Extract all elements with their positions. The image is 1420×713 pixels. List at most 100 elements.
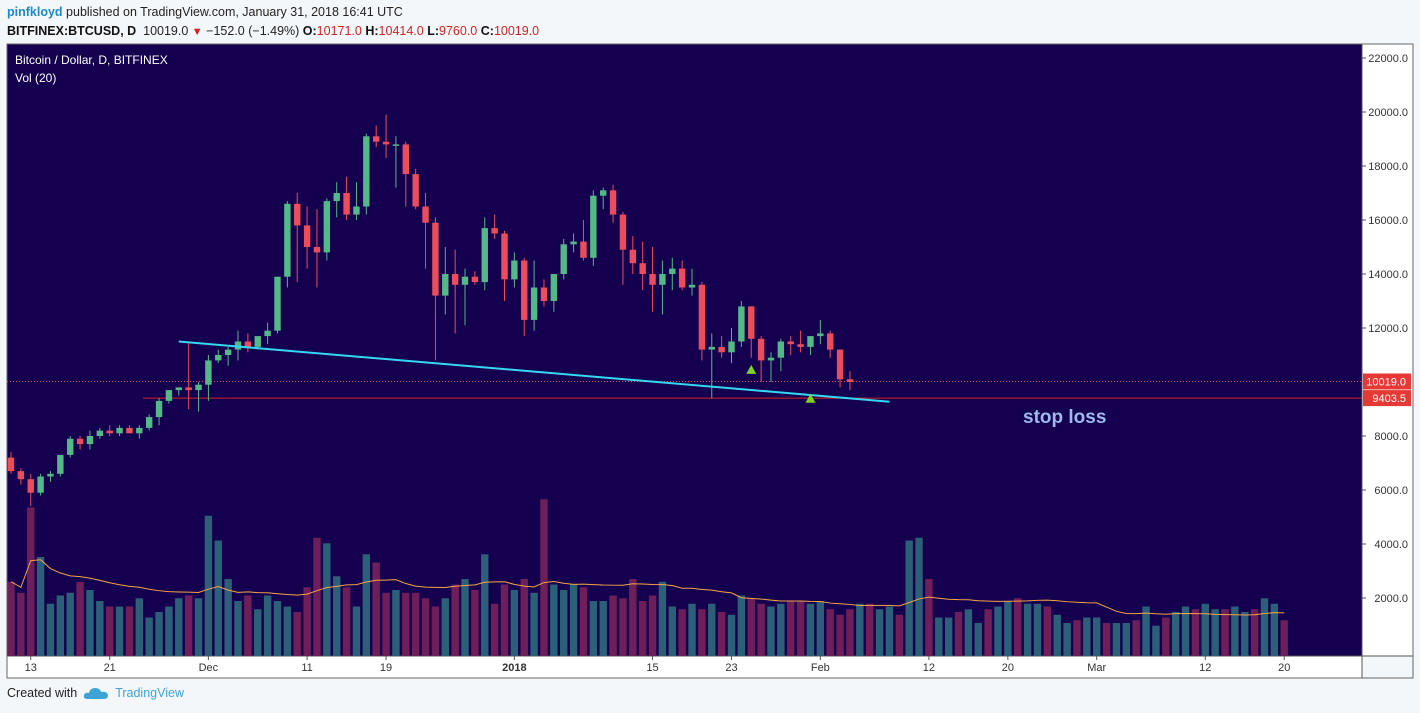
x-tick-label: 12 [923, 662, 935, 674]
volume-bar [96, 601, 104, 656]
volume-bar [1093, 617, 1101, 656]
plot-background [7, 44, 1362, 656]
volume-bar [1152, 625, 1160, 656]
last-price-tag: 10019.0 [1366, 376, 1406, 388]
low-value: 9760.0 [439, 24, 478, 38]
candle-body [116, 427, 123, 434]
candle-body [126, 427, 133, 434]
candle-body [481, 228, 488, 283]
high-value: 10414.0 [378, 24, 424, 38]
candle [402, 141, 409, 207]
volume-bar [313, 537, 321, 656]
y-tick-label: 22000.0 [1368, 53, 1408, 65]
candle [392, 136, 400, 188]
volume-bar [283, 606, 292, 656]
candle [67, 436, 74, 458]
candle-body [86, 436, 94, 445]
candle-body [619, 214, 627, 250]
candle [145, 414, 153, 431]
volume-bar [36, 557, 45, 656]
volume-bar [816, 601, 825, 656]
candle [363, 133, 370, 215]
volume-bar [66, 592, 74, 656]
candle [195, 382, 202, 412]
triangle-marker [805, 393, 816, 403]
last-price-tag-bg [1363, 373, 1411, 390]
candle-body [678, 268, 686, 288]
candle [817, 319, 824, 345]
volume-bar [935, 617, 943, 656]
price-axis-background [1362, 44, 1413, 656]
candle-body [333, 193, 340, 202]
candle [7, 452, 15, 474]
volume-bar [1073, 620, 1081, 656]
candle [590, 190, 597, 266]
volume-bar [194, 598, 203, 656]
volume-bar [540, 499, 548, 656]
volume-bar [609, 595, 617, 656]
x-tick-label: 2018 [502, 662, 526, 674]
candle [678, 260, 686, 291]
volume-bar [1162, 617, 1170, 656]
candle-body [609, 190, 617, 215]
candle-body [817, 333, 824, 337]
candle [274, 276, 281, 334]
candle [688, 268, 696, 296]
last-price: 10019.0 [143, 24, 189, 38]
candle [511, 252, 518, 288]
candle-body [294, 203, 301, 226]
volume-bar [382, 592, 390, 656]
open-label: O: [302, 24, 317, 38]
volume-bar [392, 590, 400, 656]
candle [57, 454, 64, 477]
volume-bar [757, 603, 765, 656]
candle-body [27, 479, 34, 493]
volume-bar [1033, 603, 1042, 656]
candle [215, 349, 222, 364]
ohlc-line: BITFINEX:BTCUSD, D 10019.0 ▼ −152.0 (−1.… [7, 22, 539, 42]
y-tick-label: 8000.0 [1374, 431, 1408, 443]
volume-bar [885, 606, 894, 656]
candle-body [145, 417, 153, 428]
volume-bar [1063, 623, 1071, 656]
candle-body [422, 206, 429, 223]
volume-bar [944, 617, 953, 656]
volume-bar [1004, 601, 1012, 656]
volume-bar [964, 609, 973, 656]
close-label: C: [480, 24, 494, 38]
candle-body [797, 344, 804, 347]
candle [323, 198, 331, 261]
candle [303, 206, 311, 269]
volume-bar [668, 606, 676, 656]
candle [560, 238, 567, 280]
candle-body [659, 274, 666, 285]
created-with-label: Created with [7, 686, 78, 700]
x-tick-label: 13 [25, 662, 37, 674]
volume-bar [145, 617, 153, 656]
candles [7, 114, 854, 507]
candle [96, 427, 104, 439]
candle [175, 387, 182, 396]
author-link[interactable]: pinfkloyd [7, 5, 63, 19]
support-trendline [178, 340, 890, 403]
volume-bar [915, 537, 923, 656]
x-tick-label: 11 [301, 662, 312, 674]
candle [264, 322, 271, 345]
volume-bar [560, 590, 568, 656]
volume-bar [1211, 609, 1219, 656]
volume-bars [7, 499, 1288, 656]
candle-body [313, 247, 321, 253]
high-label: H: [365, 24, 379, 38]
candle-body [540, 287, 548, 301]
candle [451, 249, 459, 334]
candle-body [47, 473, 54, 477]
candle [382, 114, 390, 158]
candle-body [471, 276, 479, 283]
volume-bar [698, 609, 706, 656]
tradingview-brand-link[interactable]: TradingView [115, 686, 184, 700]
candle [205, 355, 212, 401]
volume-bar [254, 609, 262, 656]
y-tick-label: 16000.0 [1368, 215, 1408, 227]
volume-bar [875, 609, 884, 656]
